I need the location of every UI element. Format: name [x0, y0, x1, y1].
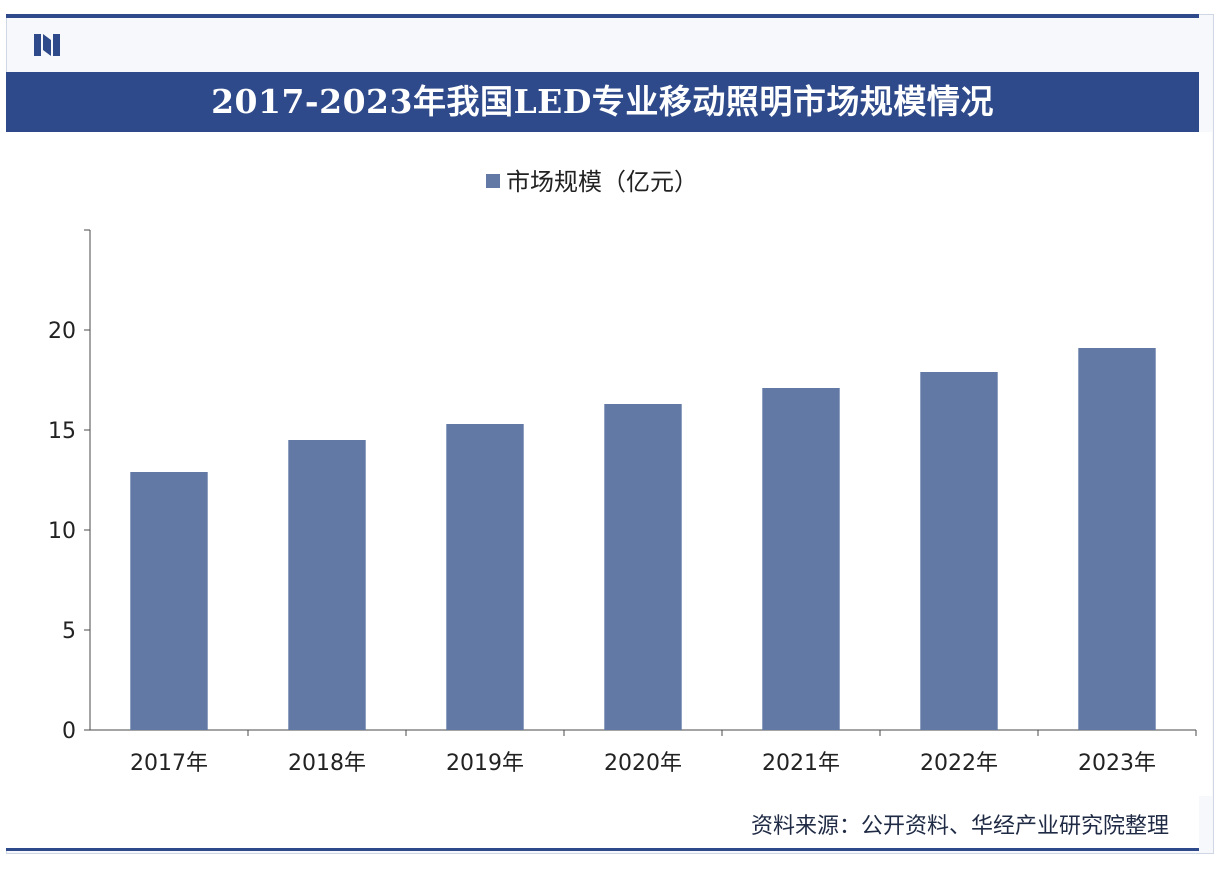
source-note: 资料来源：公开资料、华经产业研究院整理 [750, 814, 1169, 839]
y-tick-label: 15 [48, 419, 76, 444]
brand-logo-icon [34, 34, 60, 56]
x-tick-label: 2021年 [762, 751, 840, 776]
title-bar: 2017-2023年我国LED专业移动照明市场规模情况 [6, 72, 1199, 132]
bar [1078, 348, 1156, 730]
bar-chart: 市场规模（亿元） 0 5 10 15 20 2017年 2018年 2019年 2020年 2021… [48, 168, 1197, 776]
top-rule [6, 14, 1199, 18]
bottom-rule [6, 848, 1199, 851]
bar [446, 424, 524, 730]
y-tick-label: 10 [48, 519, 76, 544]
x-tick-label: 2020年 [604, 751, 682, 776]
x-tick-label: 2017年 [130, 751, 208, 776]
bar [288, 440, 366, 730]
legend-label: 市场规模（亿元） [506, 168, 698, 196]
bar [920, 372, 998, 730]
bar [762, 388, 840, 730]
x-tick-label: 2019年 [446, 751, 524, 776]
x-tick-label: 2018年 [288, 751, 366, 776]
x-tick-label: 2023年 [1078, 751, 1156, 776]
chart-area: 市场规模（亿元） 0 5 10 15 20 2017年 2018年 2019年 2020年 2021… [6, 132, 1212, 796]
legend-swatch [486, 174, 500, 188]
bar [604, 404, 682, 730]
bar [130, 472, 208, 730]
footer: 资料来源：公开资料、华经产业研究院整理 [6, 796, 1199, 848]
x-tick-label: 2022年 [920, 751, 998, 776]
y-tick-label: 0 [62, 719, 76, 744]
y-tick-label: 20 [48, 319, 76, 344]
chart-title: 2017-2023年我国LED专业移动照明市场规模情况 [211, 82, 994, 121]
y-tick-label: 5 [62, 619, 76, 644]
